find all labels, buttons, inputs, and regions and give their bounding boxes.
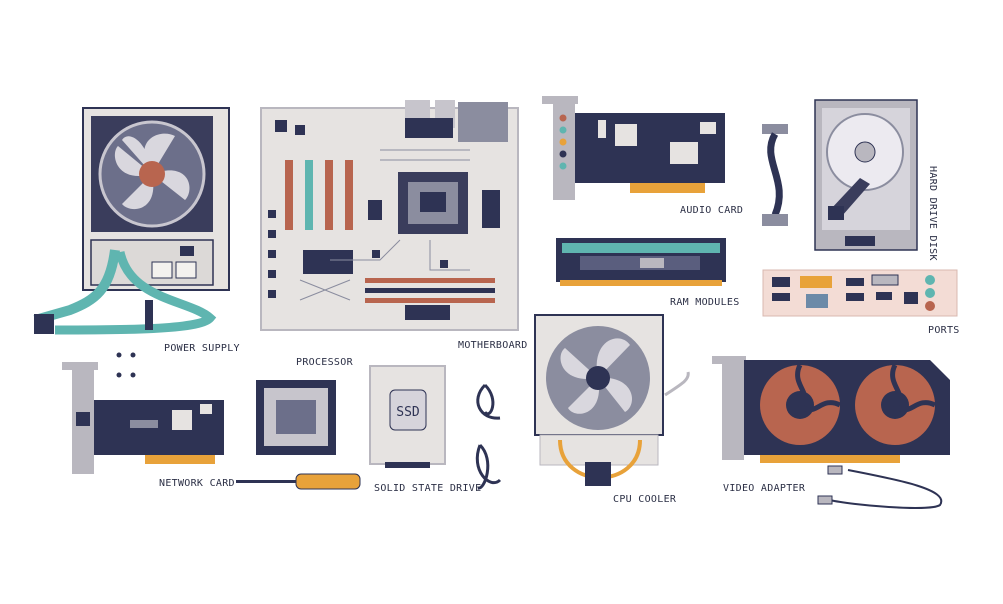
label-motherboard: MOTHERBOARD xyxy=(458,340,528,351)
sata-cable-icon xyxy=(762,124,788,226)
screws-icon xyxy=(116,352,136,378)
motherboard-icon xyxy=(260,100,519,331)
video-adapter-icon xyxy=(712,356,950,463)
ssd-mark-text: SSD xyxy=(396,405,420,420)
label-cpu-cooler: CPU COOLER xyxy=(613,494,677,505)
screwdriver-icon xyxy=(236,473,361,490)
usb-cable-icon xyxy=(817,465,943,509)
data-cables-icon xyxy=(475,383,502,490)
label-network-card: NETWORK CARD xyxy=(159,478,235,489)
label-video-adapter: VIDEO ADAPTER xyxy=(723,483,806,494)
ports-panel-icon xyxy=(762,269,958,317)
hard-drive-icon xyxy=(814,99,918,251)
label-audio-card: AUDIO CARD xyxy=(680,205,744,216)
ssd-icon xyxy=(369,365,446,468)
label-hard-drive-disk: HARD DRIVE DISK xyxy=(927,166,938,261)
label-ports: PORTS xyxy=(928,325,960,336)
audio-card-icon xyxy=(542,96,725,200)
power-supply-icon xyxy=(33,107,230,335)
label-power-supply: POWER SUPPLY xyxy=(164,343,240,354)
network-card-icon xyxy=(62,362,224,474)
label-processor: PROCESSOR xyxy=(296,357,353,368)
ram-modules-icon xyxy=(556,238,726,286)
processor-icon xyxy=(256,380,336,455)
label-solid-state-drive: SOLID STATE DRIVE xyxy=(374,483,482,494)
cpu-cooler-icon xyxy=(534,314,690,486)
label-ram-modules: RAM MODULES xyxy=(670,297,740,308)
